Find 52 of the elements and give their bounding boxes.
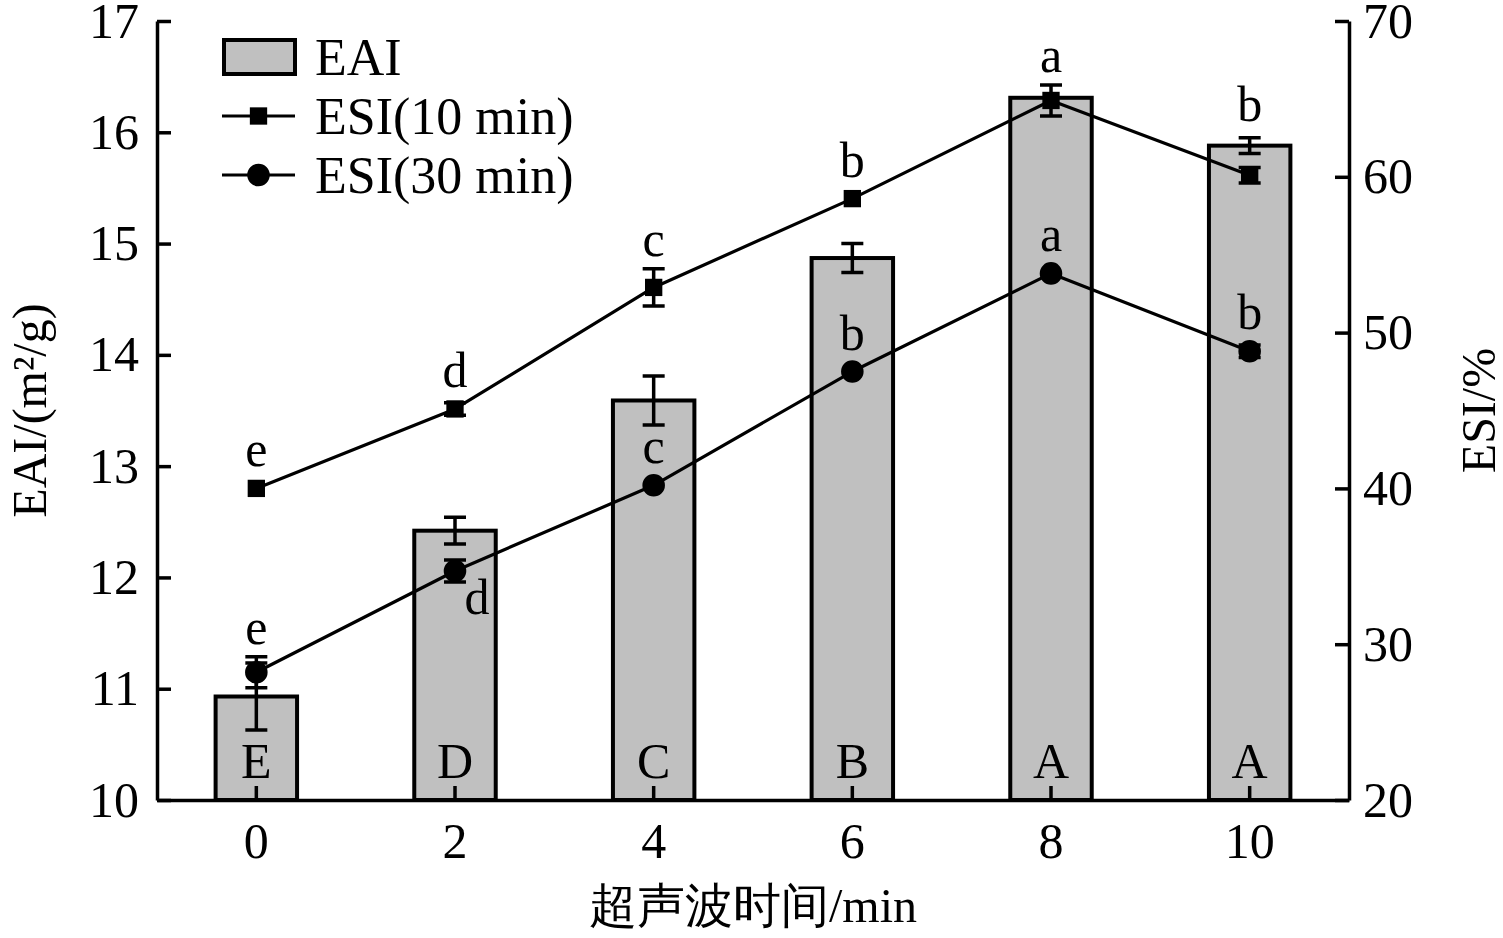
y-tick-label: 14 (89, 326, 139, 383)
x-tick-label: 4 (641, 812, 667, 869)
y-tick-label: 10 (89, 771, 139, 828)
point (645, 278, 663, 297)
y2-axis-title: ESI/% (1451, 347, 1503, 474)
x-tick-label: 2 (442, 812, 468, 869)
data-label: b (839, 131, 865, 188)
x-tick-label: 10 (1224, 812, 1275, 869)
data-label: E (241, 733, 272, 789)
legend-label: ESI(10 min) (315, 88, 574, 147)
point (642, 474, 665, 497)
y2-tick-label: 50 (1363, 304, 1413, 361)
y-axis-title: EAI/(m²/g) (2, 303, 57, 518)
point (843, 189, 861, 208)
y2-tick-label: 70 (1363, 0, 1413, 49)
x-tick-label: 0 (243, 812, 269, 869)
point (247, 479, 265, 498)
y-tick-label: 11 (90, 660, 139, 717)
data-label: b (1237, 284, 1263, 341)
data-label: c (642, 418, 665, 475)
y2-tick-label: 60 (1363, 148, 1413, 205)
legend-label: ESI(30 min) (315, 147, 574, 206)
y2-tick-label: 20 (1363, 771, 1413, 828)
y-tick-label: 17 (89, 0, 139, 49)
x-tick-label: 6 (839, 812, 865, 869)
data-label: a (1039, 26, 1063, 83)
data-label: a (1039, 206, 1063, 263)
y-tick-label: 15 (89, 215, 139, 272)
data-label: C (636, 733, 671, 789)
y2-tick-label: 30 (1363, 615, 1413, 672)
y2-tick-label: 40 (1363, 459, 1413, 516)
data-label: D (436, 733, 474, 789)
data-label: b (1237, 75, 1263, 132)
point (245, 660, 268, 684)
data-label: c (642, 210, 665, 267)
point (1042, 91, 1060, 110)
point (841, 360, 864, 383)
y-tick-label: 13 (89, 437, 139, 494)
data-label: A (1231, 733, 1268, 789)
data-label: d (464, 568, 490, 625)
data-label: A (1032, 733, 1070, 789)
point (1039, 262, 1063, 285)
data-label: d (442, 341, 468, 398)
legend-label: EAI (315, 29, 402, 87)
y-tick-label: 16 (89, 103, 139, 160)
x-axis-title: 超声波时间/min (588, 879, 918, 932)
x-tick-label: 8 (1038, 812, 1064, 869)
data-label: B (835, 733, 870, 789)
data-label: e (245, 598, 268, 655)
y-tick-label: 12 (89, 548, 139, 605)
data-label: b (839, 304, 865, 361)
data-label: e (245, 421, 268, 478)
